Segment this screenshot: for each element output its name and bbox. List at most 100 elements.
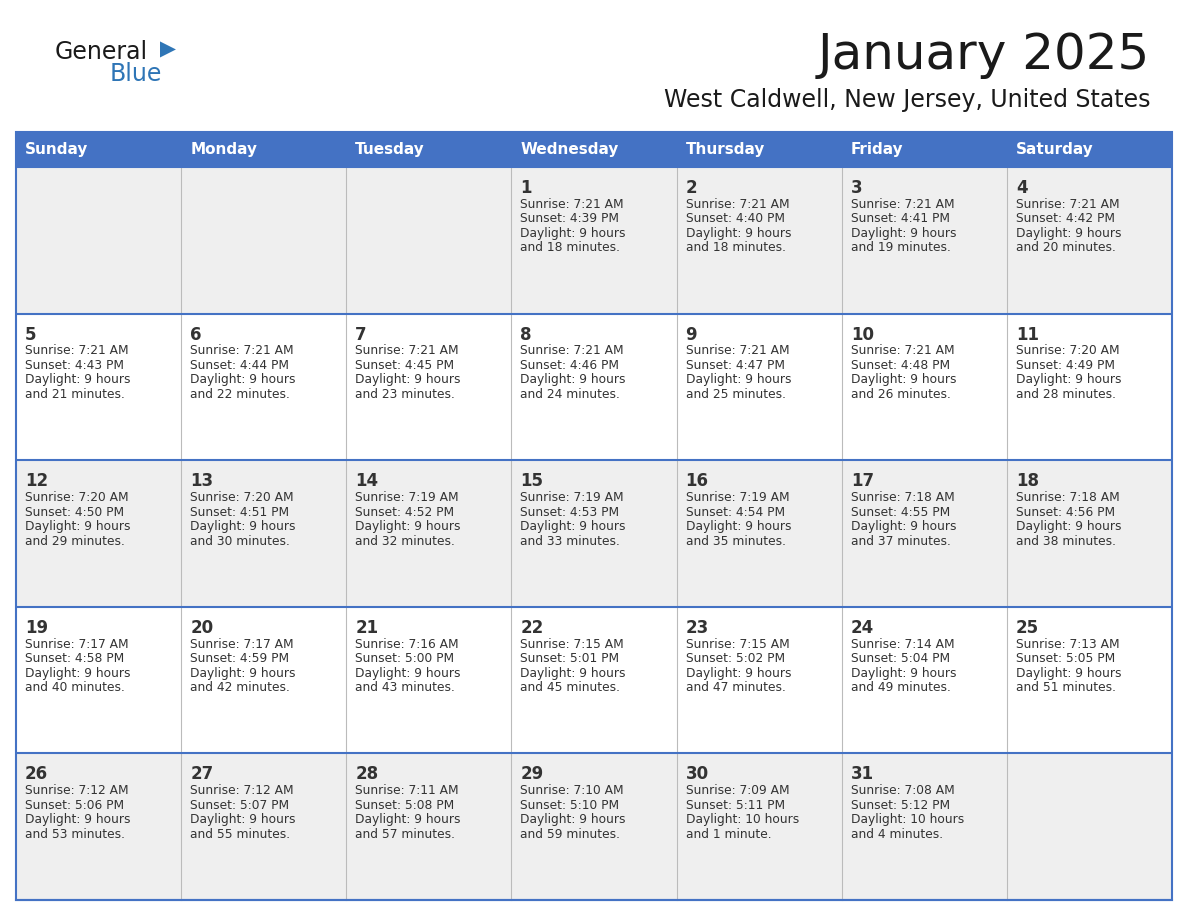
Text: and 53 minutes.: and 53 minutes. xyxy=(25,828,125,841)
Text: and 40 minutes.: and 40 minutes. xyxy=(25,681,125,694)
Text: 20: 20 xyxy=(190,619,214,637)
Text: Monday: Monday xyxy=(190,142,257,157)
Text: Daylight: 9 hours: Daylight: 9 hours xyxy=(520,813,626,826)
Text: Sunset: 5:01 PM: Sunset: 5:01 PM xyxy=(520,652,620,666)
Text: Sunset: 5:08 PM: Sunset: 5:08 PM xyxy=(355,799,455,812)
Text: Sunrise: 7:21 AM: Sunrise: 7:21 AM xyxy=(685,198,789,211)
Text: 26: 26 xyxy=(25,766,49,783)
Text: Daylight: 9 hours: Daylight: 9 hours xyxy=(25,521,131,533)
Text: Sunrise: 7:20 AM: Sunrise: 7:20 AM xyxy=(1016,344,1119,357)
Text: 25: 25 xyxy=(1016,619,1040,637)
Text: Thursday: Thursday xyxy=(685,142,765,157)
Text: 6: 6 xyxy=(190,326,202,343)
Text: and 45 minutes.: and 45 minutes. xyxy=(520,681,620,694)
Text: and 20 minutes.: and 20 minutes. xyxy=(1016,241,1116,254)
Text: and 18 minutes.: and 18 minutes. xyxy=(520,241,620,254)
Text: 7: 7 xyxy=(355,326,367,343)
Text: and 49 minutes.: and 49 minutes. xyxy=(851,681,950,694)
Text: Sunday: Sunday xyxy=(25,142,88,157)
Text: and 19 minutes.: and 19 minutes. xyxy=(851,241,950,254)
Text: Sunset: 4:56 PM: Sunset: 4:56 PM xyxy=(1016,506,1116,519)
Text: and 47 minutes.: and 47 minutes. xyxy=(685,681,785,694)
Text: Sunset: 4:54 PM: Sunset: 4:54 PM xyxy=(685,506,785,519)
Text: Daylight: 9 hours: Daylight: 9 hours xyxy=(25,813,131,826)
Text: Wednesday: Wednesday xyxy=(520,142,619,157)
Text: Daylight: 9 hours: Daylight: 9 hours xyxy=(851,227,956,240)
Text: Sunrise: 7:17 AM: Sunrise: 7:17 AM xyxy=(190,638,293,651)
Text: Sunrise: 7:12 AM: Sunrise: 7:12 AM xyxy=(190,784,293,797)
Text: Daylight: 9 hours: Daylight: 9 hours xyxy=(190,521,296,533)
Text: Sunrise: 7:20 AM: Sunrise: 7:20 AM xyxy=(25,491,128,504)
Text: Sunset: 4:47 PM: Sunset: 4:47 PM xyxy=(685,359,784,372)
Text: Daylight: 9 hours: Daylight: 9 hours xyxy=(1016,666,1121,679)
Text: Sunrise: 7:12 AM: Sunrise: 7:12 AM xyxy=(25,784,128,797)
Text: Sunset: 4:52 PM: Sunset: 4:52 PM xyxy=(355,506,455,519)
Text: Sunset: 4:48 PM: Sunset: 4:48 PM xyxy=(851,359,950,372)
Text: West Caldwell, New Jersey, United States: West Caldwell, New Jersey, United States xyxy=(664,88,1150,112)
Text: 22: 22 xyxy=(520,619,544,637)
Text: Sunset: 5:05 PM: Sunset: 5:05 PM xyxy=(1016,652,1116,666)
Text: Friday: Friday xyxy=(851,142,903,157)
Text: Saturday: Saturday xyxy=(1016,142,1094,157)
Text: Daylight: 9 hours: Daylight: 9 hours xyxy=(355,666,461,679)
Text: Daylight: 9 hours: Daylight: 9 hours xyxy=(685,666,791,679)
Text: Daylight: 9 hours: Daylight: 9 hours xyxy=(851,521,956,533)
Text: Daylight: 9 hours: Daylight: 9 hours xyxy=(685,227,791,240)
Text: Sunset: 5:07 PM: Sunset: 5:07 PM xyxy=(190,799,289,812)
Text: Sunrise: 7:10 AM: Sunrise: 7:10 AM xyxy=(520,784,624,797)
Bar xyxy=(15,167,1173,314)
Text: 15: 15 xyxy=(520,472,543,490)
Text: Sunset: 5:11 PM: Sunset: 5:11 PM xyxy=(685,799,785,812)
Text: Daylight: 9 hours: Daylight: 9 hours xyxy=(190,666,296,679)
Text: Sunset: 4:42 PM: Sunset: 4:42 PM xyxy=(1016,212,1114,225)
Text: Daylight: 9 hours: Daylight: 9 hours xyxy=(25,374,131,386)
Text: and 4 minutes.: and 4 minutes. xyxy=(851,828,943,841)
Text: Sunrise: 7:13 AM: Sunrise: 7:13 AM xyxy=(1016,638,1119,651)
Text: Sunset: 5:12 PM: Sunset: 5:12 PM xyxy=(851,799,950,812)
Text: Sunset: 4:45 PM: Sunset: 4:45 PM xyxy=(355,359,455,372)
Bar xyxy=(15,132,1173,167)
Text: and 23 minutes.: and 23 minutes. xyxy=(355,388,455,401)
Text: 29: 29 xyxy=(520,766,544,783)
Text: and 35 minutes.: and 35 minutes. xyxy=(685,534,785,547)
Text: Sunrise: 7:21 AM: Sunrise: 7:21 AM xyxy=(520,198,624,211)
Text: Sunset: 5:10 PM: Sunset: 5:10 PM xyxy=(520,799,620,812)
Text: Sunset: 4:55 PM: Sunset: 4:55 PM xyxy=(851,506,950,519)
Text: 10: 10 xyxy=(851,326,873,343)
Text: Sunrise: 7:21 AM: Sunrise: 7:21 AM xyxy=(190,344,293,357)
Text: Daylight: 9 hours: Daylight: 9 hours xyxy=(520,521,626,533)
Bar xyxy=(15,754,1173,900)
Text: and 18 minutes.: and 18 minutes. xyxy=(685,241,785,254)
Text: and 29 minutes.: and 29 minutes. xyxy=(25,534,125,547)
Text: Sunrise: 7:17 AM: Sunrise: 7:17 AM xyxy=(25,638,128,651)
Text: Sunset: 5:00 PM: Sunset: 5:00 PM xyxy=(355,652,455,666)
Text: Sunset: 4:51 PM: Sunset: 4:51 PM xyxy=(190,506,289,519)
Text: 31: 31 xyxy=(851,766,874,783)
Bar xyxy=(15,607,1173,754)
Text: Daylight: 9 hours: Daylight: 9 hours xyxy=(520,374,626,386)
Text: Sunset: 4:44 PM: Sunset: 4:44 PM xyxy=(190,359,289,372)
Text: 12: 12 xyxy=(25,472,49,490)
Text: Daylight: 9 hours: Daylight: 9 hours xyxy=(1016,521,1121,533)
Text: and 1 minute.: and 1 minute. xyxy=(685,828,771,841)
Text: Sunrise: 7:09 AM: Sunrise: 7:09 AM xyxy=(685,784,789,797)
Text: and 55 minutes.: and 55 minutes. xyxy=(190,828,290,841)
Text: Sunrise: 7:11 AM: Sunrise: 7:11 AM xyxy=(355,784,459,797)
Text: 28: 28 xyxy=(355,766,379,783)
Text: Sunrise: 7:15 AM: Sunrise: 7:15 AM xyxy=(520,638,624,651)
Text: Sunset: 4:58 PM: Sunset: 4:58 PM xyxy=(25,652,125,666)
Text: 9: 9 xyxy=(685,326,697,343)
Text: Daylight: 9 hours: Daylight: 9 hours xyxy=(190,374,296,386)
Text: 21: 21 xyxy=(355,619,379,637)
Text: Sunset: 4:43 PM: Sunset: 4:43 PM xyxy=(25,359,124,372)
Text: and 30 minutes.: and 30 minutes. xyxy=(190,534,290,547)
Text: Sunrise: 7:21 AM: Sunrise: 7:21 AM xyxy=(851,344,954,357)
Text: Sunset: 5:02 PM: Sunset: 5:02 PM xyxy=(685,652,785,666)
Text: 4: 4 xyxy=(1016,179,1028,197)
Text: Tuesday: Tuesday xyxy=(355,142,425,157)
Text: 5: 5 xyxy=(25,326,37,343)
Text: General: General xyxy=(55,40,148,64)
Text: and 37 minutes.: and 37 minutes. xyxy=(851,534,950,547)
Text: Daylight: 9 hours: Daylight: 9 hours xyxy=(851,374,956,386)
Text: Sunrise: 7:21 AM: Sunrise: 7:21 AM xyxy=(851,198,954,211)
